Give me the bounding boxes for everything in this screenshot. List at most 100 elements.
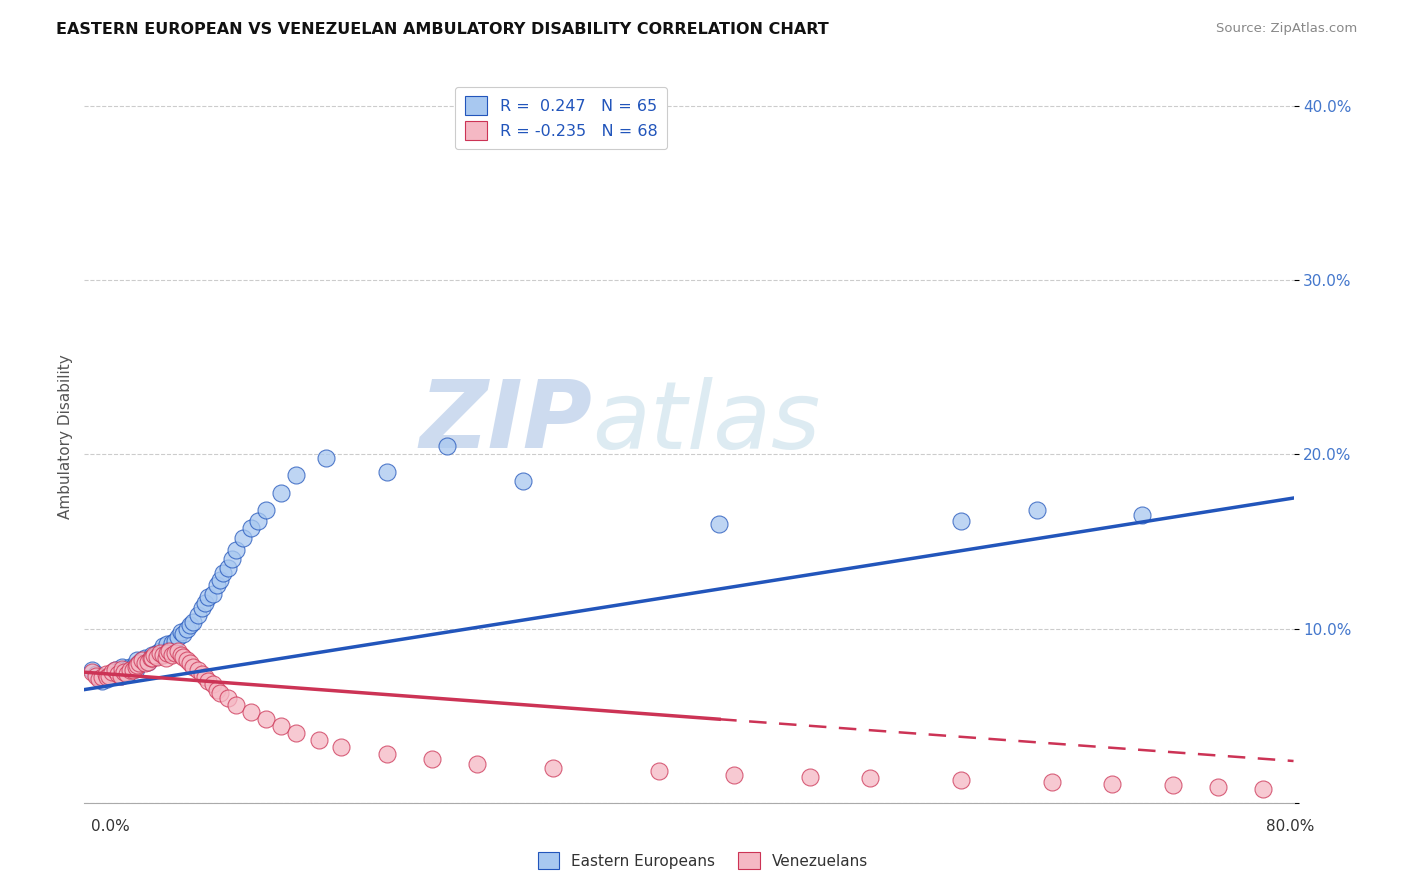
Point: [187, 607, 209, 622]
Point: [139, 651, 162, 665]
Point: [155, 651, 177, 665]
Text: 80.0%: 80.0%: [1267, 820, 1315, 834]
Point: [1206, 780, 1229, 794]
Text: ZIP: ZIP: [419, 376, 592, 468]
Point: [118, 664, 141, 678]
Point: [152, 639, 174, 653]
Point: [160, 635, 183, 649]
Point: [315, 450, 337, 465]
Text: atlas: atlas: [592, 377, 821, 468]
Point: [100, 667, 122, 681]
Point: [97, 668, 120, 682]
Point: [97, 668, 120, 682]
Point: [239, 705, 262, 719]
Point: [1161, 778, 1184, 792]
Point: [111, 660, 134, 674]
Point: [285, 468, 308, 483]
Point: [170, 625, 193, 640]
Point: [221, 552, 243, 566]
Point: [859, 772, 882, 786]
Point: [149, 646, 172, 660]
Text: EASTERN EUROPEAN VS VENEZUELAN AMBULATORY DISABILITY CORRELATION CHART: EASTERN EUROPEAN VS VENEZUELAN AMBULATOR…: [56, 22, 830, 37]
Point: [217, 560, 239, 574]
Point: [1253, 781, 1275, 796]
Point: [194, 595, 217, 609]
Point: [165, 646, 187, 660]
Point: [1101, 777, 1123, 791]
Point: [80, 664, 103, 678]
Point: [100, 665, 122, 680]
Point: [179, 657, 201, 671]
Point: [139, 651, 162, 665]
Point: [176, 653, 198, 667]
Point: [950, 514, 973, 528]
Point: [648, 764, 671, 779]
Point: [142, 648, 165, 662]
Point: [181, 660, 204, 674]
Legend: Eastern Europeans, Venezuelans: Eastern Europeans, Venezuelans: [531, 846, 875, 875]
Point: [86, 667, 108, 681]
Point: [104, 664, 127, 678]
Point: [467, 757, 489, 772]
Point: [167, 631, 190, 645]
Point: [112, 664, 135, 678]
Point: [110, 668, 132, 682]
Point: [950, 773, 973, 788]
Point: [131, 653, 153, 667]
Point: [207, 682, 229, 697]
Point: [115, 667, 138, 681]
Point: [201, 677, 224, 691]
Point: [94, 670, 117, 684]
Point: [165, 633, 187, 648]
Point: [197, 673, 219, 688]
Text: Source: ZipAtlas.com: Source: ZipAtlas.com: [1216, 22, 1357, 36]
Point: [96, 670, 118, 684]
Point: [270, 719, 292, 733]
Point: [146, 649, 169, 664]
Point: [799, 770, 821, 784]
Point: [125, 660, 148, 674]
Legend: R =  0.247   N = 65, R = -0.235   N = 68: R = 0.247 N = 65, R = -0.235 N = 68: [456, 87, 668, 149]
Point: [212, 566, 235, 580]
Point: [134, 651, 156, 665]
Point: [194, 670, 217, 684]
Point: [136, 655, 159, 669]
Point: [709, 517, 731, 532]
Point: [142, 649, 165, 664]
Point: [121, 660, 143, 674]
Point: [121, 664, 143, 678]
Point: [239, 521, 262, 535]
Point: [107, 667, 129, 681]
Point: [155, 646, 177, 660]
Point: [191, 667, 214, 681]
Point: [146, 646, 169, 660]
Point: [91, 673, 114, 688]
Point: [170, 648, 193, 662]
Point: [156, 646, 179, 660]
Point: [111, 662, 134, 676]
Point: [512, 474, 534, 488]
Point: [115, 667, 138, 681]
Point: [541, 761, 564, 775]
Point: [141, 648, 163, 662]
Point: [134, 657, 156, 671]
Point: [104, 664, 127, 678]
Point: [110, 668, 132, 682]
Point: [232, 531, 254, 545]
Point: [89, 672, 111, 686]
Point: [157, 642, 180, 657]
Point: [172, 649, 194, 664]
Point: [270, 485, 292, 500]
Point: [127, 653, 149, 667]
Point: [91, 670, 114, 684]
Y-axis label: Ambulatory Disability: Ambulatory Disability: [58, 355, 73, 519]
Point: [181, 615, 204, 629]
Point: [131, 653, 153, 667]
Point: [247, 514, 270, 528]
Point: [112, 665, 135, 680]
Point: [209, 686, 232, 700]
Point: [89, 670, 111, 684]
Point: [375, 465, 398, 479]
Point: [420, 752, 443, 766]
Point: [128, 657, 150, 671]
